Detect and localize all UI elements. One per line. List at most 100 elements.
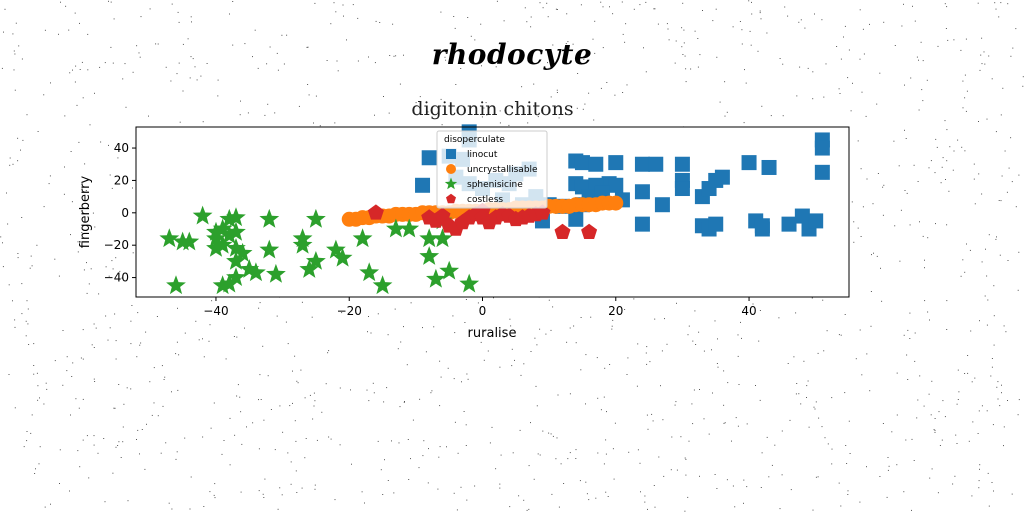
noise-dot xyxy=(682,54,684,55)
noise-dot xyxy=(676,302,677,304)
sphenisicine-point xyxy=(159,228,180,248)
noise-dot xyxy=(946,129,948,131)
noise-dot xyxy=(737,334,739,336)
noise-dot xyxy=(72,362,74,364)
noise-dot xyxy=(234,434,236,436)
noise-dot xyxy=(831,463,833,465)
noise-dot xyxy=(59,483,60,484)
noise-dot xyxy=(374,62,376,64)
noise-dot xyxy=(876,103,878,105)
noise-dot xyxy=(900,209,902,211)
noise-dot xyxy=(21,313,23,315)
noise-dot xyxy=(460,486,462,488)
noise-dot xyxy=(645,71,647,73)
noise-dot xyxy=(636,385,638,387)
noise-dot xyxy=(845,445,847,446)
noise-dot xyxy=(652,420,654,422)
noise-dot xyxy=(680,436,682,438)
noise-dot xyxy=(555,8,557,10)
noise-dot xyxy=(575,342,577,344)
noise-dot xyxy=(594,20,596,22)
noise-dot xyxy=(6,192,7,194)
noise-dot xyxy=(427,482,429,484)
noise-dot xyxy=(533,478,535,480)
noise-dot xyxy=(14,326,16,328)
noise-dot xyxy=(986,118,988,120)
noise-dot xyxy=(62,330,64,331)
noise-dot xyxy=(684,510,686,512)
noise-dot xyxy=(818,417,820,419)
noise-dot xyxy=(54,360,56,362)
noise-dot xyxy=(258,448,260,450)
noise-dot xyxy=(206,63,208,64)
noise-dot xyxy=(815,476,817,478)
noise-dot xyxy=(2,242,3,244)
noise-dot xyxy=(821,19,823,21)
noise-dot xyxy=(509,506,511,508)
noise-dot xyxy=(995,8,997,10)
noise-dot xyxy=(726,111,728,113)
noise-dot xyxy=(643,47,644,49)
noise-dot xyxy=(844,392,846,394)
noise-dot xyxy=(787,15,789,17)
noise-dot xyxy=(585,481,587,483)
noise-dot xyxy=(612,448,614,450)
noise-dot xyxy=(724,115,726,117)
noise-dot xyxy=(969,249,971,251)
noise-dot xyxy=(281,34,283,36)
noise-dot xyxy=(69,490,70,492)
noise-dot xyxy=(308,94,310,96)
noise-dot xyxy=(337,70,339,72)
noise-dot xyxy=(909,338,911,339)
noise-dot xyxy=(978,173,980,175)
noise-dot xyxy=(287,452,289,454)
noise-dot xyxy=(914,332,916,334)
noise-dot xyxy=(15,22,17,24)
noise-dot xyxy=(343,15,344,17)
noise-dot xyxy=(622,33,624,35)
noise-dot xyxy=(117,445,119,446)
noise-dot xyxy=(806,397,807,398)
noise-dot xyxy=(838,482,840,484)
noise-dot xyxy=(979,69,981,71)
linocut-point xyxy=(794,208,810,224)
noise-dot xyxy=(953,39,955,41)
noise-dot xyxy=(882,186,884,188)
noise-dot xyxy=(408,479,410,480)
noise-dot xyxy=(887,469,889,471)
x-tick-label: −40 xyxy=(203,304,228,318)
noise-dot xyxy=(883,184,885,186)
noise-dot xyxy=(814,13,815,15)
noise-dot xyxy=(263,497,265,498)
sphenisicine-point xyxy=(426,268,446,288)
noise-dot xyxy=(399,83,401,85)
noise-dot xyxy=(137,312,139,314)
noise-dot xyxy=(869,390,871,392)
noise-dot xyxy=(346,39,347,41)
noise-dot xyxy=(978,487,980,489)
noise-dot xyxy=(751,13,753,15)
noise-dot xyxy=(35,468,36,470)
noise-dot xyxy=(800,19,802,21)
noise-dot xyxy=(240,491,242,493)
noise-dot xyxy=(54,258,56,260)
noise-dot xyxy=(1018,251,1020,253)
noise-dot xyxy=(823,350,825,352)
noise-dot xyxy=(613,478,615,480)
noise-dot xyxy=(727,382,729,384)
noise-dot xyxy=(209,324,211,326)
noise-dot xyxy=(75,65,77,67)
noise-dot xyxy=(523,499,525,501)
noise-dot xyxy=(984,63,986,65)
noise-dot xyxy=(978,480,980,482)
noise-dot xyxy=(995,238,997,240)
noise-dot xyxy=(419,398,421,400)
noise-dot xyxy=(301,487,303,489)
noise-dot xyxy=(580,4,582,6)
noise-dot xyxy=(685,81,687,83)
noise-dot xyxy=(882,214,884,216)
noise-dot xyxy=(93,435,95,437)
noise-dot xyxy=(264,478,266,480)
noise-dot xyxy=(244,43,246,45)
noise-dot xyxy=(352,4,354,6)
